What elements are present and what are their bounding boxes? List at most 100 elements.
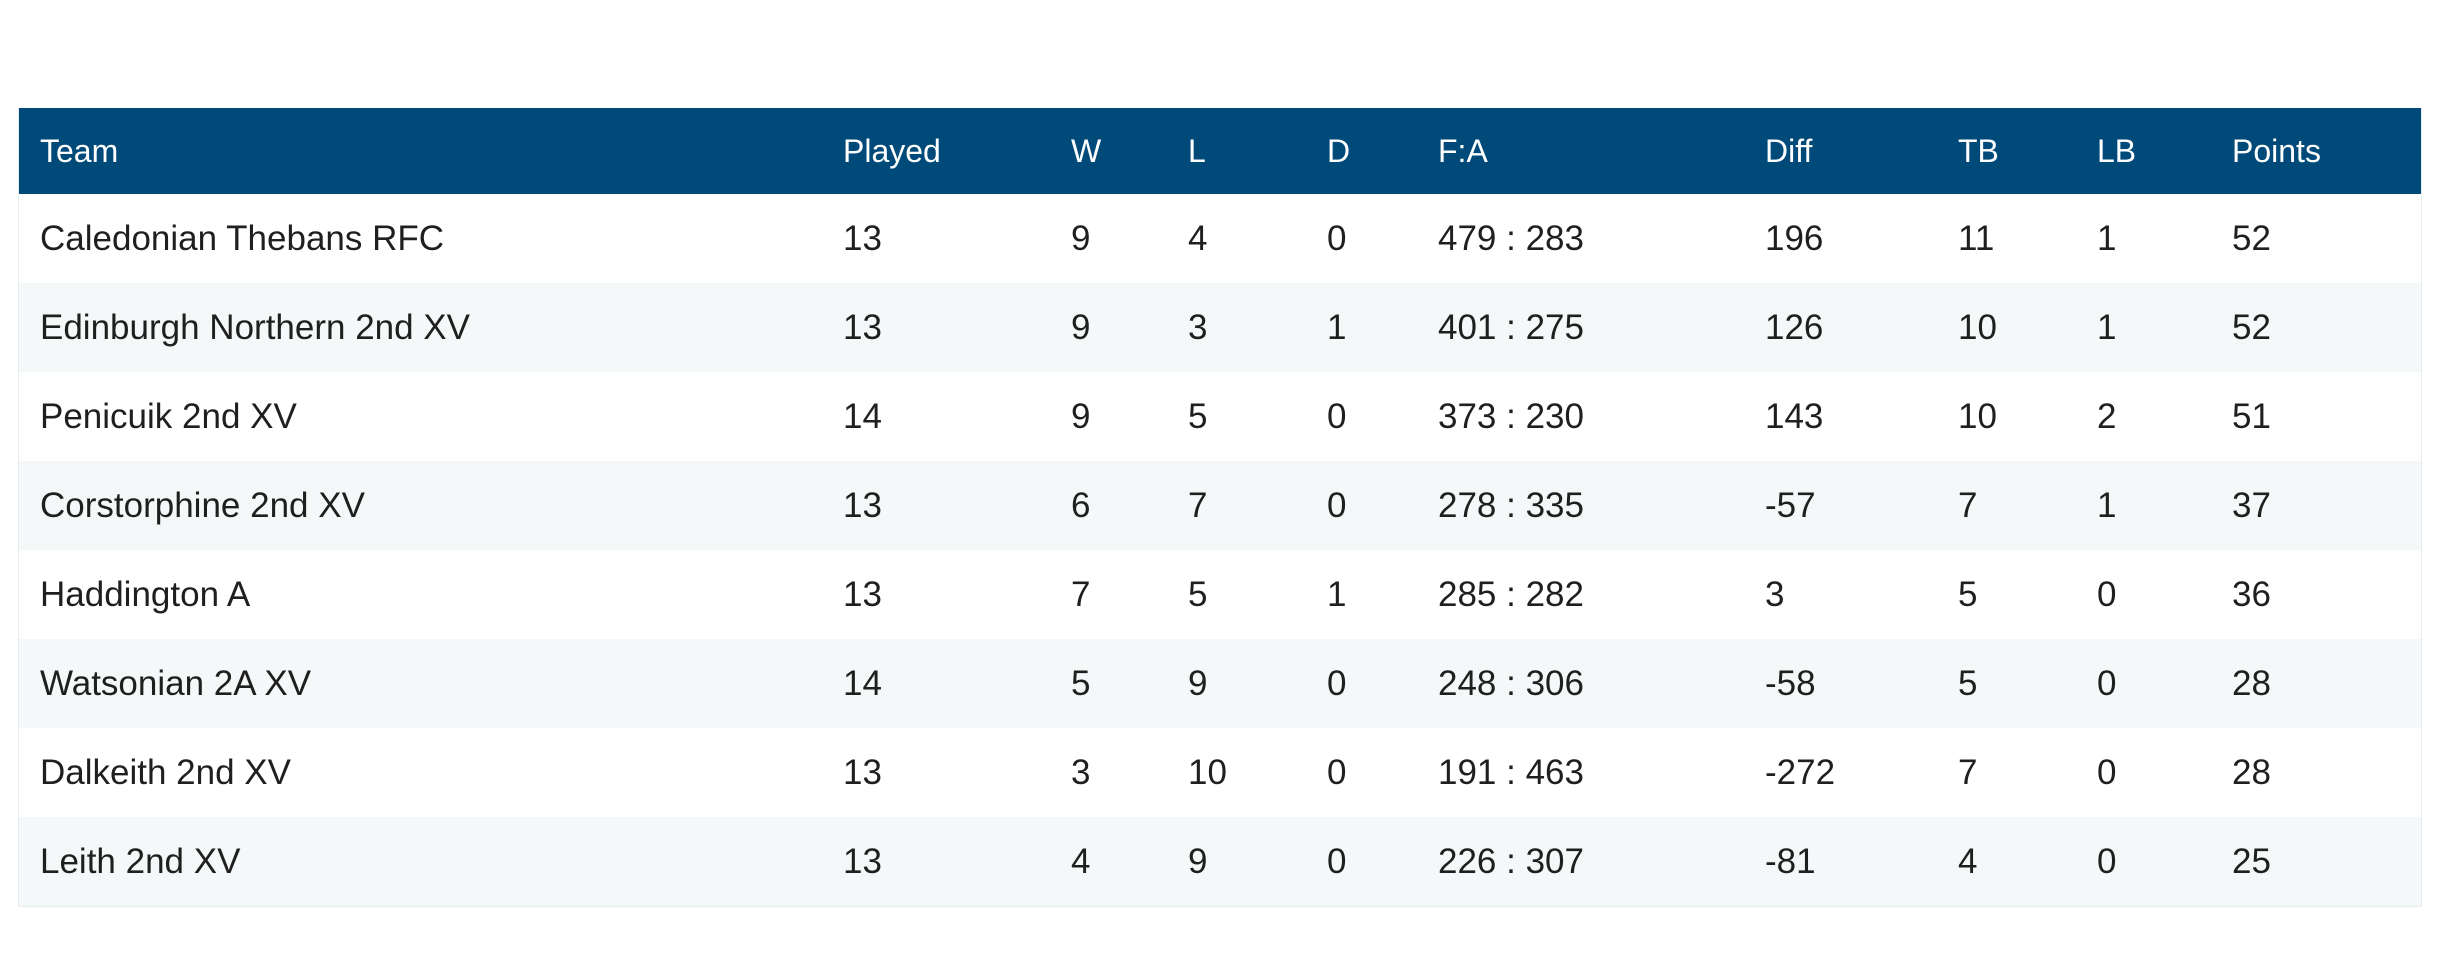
draws-cell: 0: [1327, 396, 1347, 436]
for-against-cell: 248 : 306: [1438, 663, 1584, 703]
try-bonus-cell: 5: [1958, 663, 1978, 703]
wins-cell: 7: [1071, 574, 1091, 614]
wins-cell: 9: [1071, 218, 1091, 258]
points-cell: 36: [2232, 574, 2271, 614]
points-cell: 52: [2232, 218, 2271, 258]
league-table: Team Played W L D F:A Diff TB LB Points …: [19, 108, 2421, 906]
diff-cell: 143: [1765, 396, 1824, 436]
played-cell: 13: [843, 485, 882, 525]
for-against-cell: 373 : 230: [1438, 396, 1584, 436]
diff-cell: -58: [1765, 663, 1816, 703]
header-losing-bonus: LB: [2097, 132, 2137, 169]
table-header: Team Played W L D F:A Diff TB LB Points: [19, 108, 2421, 194]
played-cell: 13: [843, 574, 882, 614]
team-cell: Watsonian 2A XV: [40, 663, 312, 703]
team-cell: Penicuik 2nd XV: [40, 396, 297, 436]
table-row: Haddington A 13 7 5 1 285 : 282 3 5 0 36: [19, 550, 2421, 639]
try-bonus-cell: 10: [1958, 307, 1997, 347]
table-row: Leith 2nd XV 13 4 9 0 226 : 307 -81 4 0 25: [19, 817, 2421, 906]
header-draws: D: [1327, 132, 1351, 169]
losing-bonus-cell: 2: [2097, 396, 2117, 436]
wins-cell: 6: [1071, 485, 1091, 525]
played-cell: 14: [843, 663, 882, 703]
played-cell: 13: [843, 307, 882, 347]
losing-bonus-cell: 1: [2097, 218, 2117, 258]
points-cell: 28: [2232, 752, 2271, 792]
header-played: Played: [843, 132, 941, 169]
losses-cell: 4: [1188, 218, 1208, 258]
table-row: Edinburgh Northern 2nd XV 13 9 3 1 401 : 275 1…: [19, 283, 2421, 372]
team-cell: Caledonian Thebans RFC: [40, 218, 445, 258]
table-body: Caledonian Thebans RFC 13 9 4 0 479 : 283 196 1…: [19, 194, 2421, 906]
losses-cell: 10: [1188, 752, 1227, 792]
header-row: Team Played W L D F:A Diff TB LB Points: [19, 108, 2421, 194]
points-cell: 52: [2232, 307, 2271, 347]
draws-cell: 0: [1327, 841, 1347, 881]
header-diff: Diff: [1765, 132, 1813, 169]
header-try-bonus: TB: [1958, 132, 1999, 169]
losing-bonus-cell: 0: [2097, 574, 2117, 614]
losing-bonus-cell: 0: [2097, 752, 2117, 792]
played-cell: 13: [843, 841, 882, 881]
for-against-cell: 401 : 275: [1438, 307, 1584, 347]
try-bonus-cell: 7: [1958, 752, 1978, 792]
team-cell: Corstorphine 2nd XV: [40, 485, 365, 525]
wins-cell: 9: [1071, 307, 1091, 347]
team-cell: Dalkeith 2nd XV: [40, 752, 291, 792]
points-cell: 37: [2232, 485, 2271, 525]
losses-cell: 9: [1188, 663, 1208, 703]
header-wins: W: [1071, 132, 1102, 169]
diff-cell: -272: [1765, 752, 1836, 792]
losses-cell: 7: [1188, 485, 1208, 525]
for-against-cell: 191 : 463: [1438, 752, 1584, 792]
losses-cell: 3: [1188, 307, 1208, 347]
played-cell: 14: [843, 396, 882, 436]
losses-cell: 5: [1188, 396, 1208, 436]
try-bonus-cell: 5: [1958, 574, 1978, 614]
table-row: Caledonian Thebans RFC 13 9 4 0 479 : 283 196 1…: [19, 194, 2421, 283]
points-cell: 51: [2232, 396, 2271, 436]
losing-bonus-cell: 1: [2097, 485, 2117, 525]
try-bonus-cell: 4: [1958, 841, 1978, 881]
team-cell: Edinburgh Northern 2nd XV: [40, 307, 470, 347]
diff-cell: 196: [1765, 218, 1824, 258]
try-bonus-cell: 7: [1958, 485, 1978, 525]
draws-cell: 0: [1327, 485, 1347, 525]
header-points: Points: [2232, 132, 2321, 169]
for-against-cell: 226 : 307: [1438, 841, 1584, 881]
draws-cell: 0: [1327, 752, 1347, 792]
header-losses: L: [1188, 132, 1206, 169]
diff-cell: 126: [1765, 307, 1824, 347]
diff-cell: -57: [1765, 485, 1816, 525]
losses-cell: 5: [1188, 574, 1208, 614]
header-for-against: F:A: [1438, 132, 1488, 169]
table-row: Penicuik 2nd XV 14 9 5 0 373 : 230 143 10 2 51: [19, 372, 2421, 461]
wins-cell: 4: [1071, 841, 1091, 881]
wins-cell: 3: [1071, 752, 1091, 792]
draws-cell: 1: [1327, 307, 1347, 347]
table-row: Watsonian 2A XV 14 5 9 0 248 : 306 -58 5 0 28: [19, 639, 2421, 728]
losing-bonus-cell: 0: [2097, 841, 2117, 881]
try-bonus-cell: 10: [1958, 396, 1997, 436]
draws-cell: 0: [1327, 218, 1347, 258]
played-cell: 13: [843, 218, 882, 258]
team-cell: Leith 2nd XV: [40, 841, 241, 881]
header-team: Team: [40, 132, 119, 169]
diff-cell: -81: [1765, 841, 1816, 881]
losing-bonus-cell: 0: [2097, 663, 2117, 703]
for-against-cell: 278 : 335: [1438, 485, 1584, 525]
points-cell: 25: [2232, 841, 2271, 881]
draws-cell: 0: [1327, 663, 1347, 703]
table-row: Corstorphine 2nd XV 13 6 7 0 278 : 335 -57 7 1 37: [19, 461, 2421, 550]
try-bonus-cell: 11: [1958, 218, 1995, 258]
played-cell: 13: [843, 752, 882, 792]
table-row: Dalkeith 2nd XV 13 3 10 0 191 : 463 -272 7 0 28: [19, 728, 2421, 817]
wins-cell: 9: [1071, 396, 1091, 436]
draws-cell: 1: [1327, 574, 1347, 614]
diff-cell: 3: [1765, 574, 1785, 614]
league-table-container: Team Played W L D F:A Diff TB LB Points …: [18, 108, 2422, 907]
points-cell: 28: [2232, 663, 2271, 703]
for-against-cell: 479 : 283: [1438, 218, 1584, 258]
losing-bonus-cell: 1: [2097, 307, 2117, 347]
for-against-cell: 285 : 282: [1438, 574, 1584, 614]
